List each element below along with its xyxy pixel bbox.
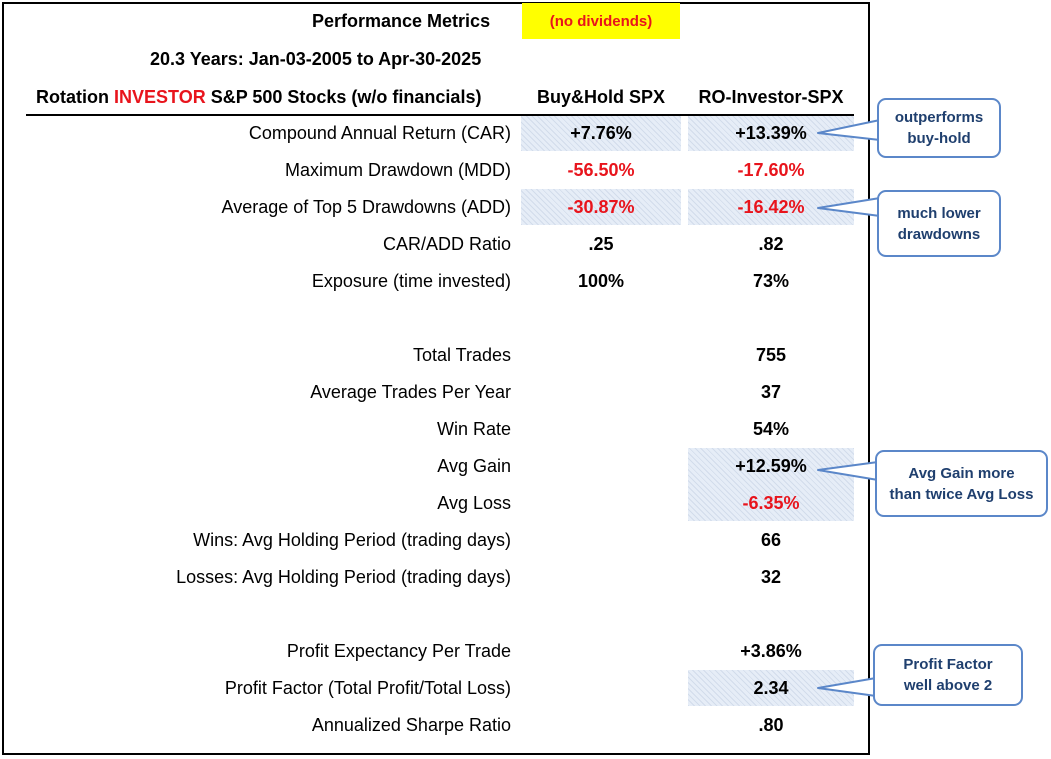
row-label-car-add: CAR/ADD Ratio [382, 234, 511, 254]
no-dividends-badge [522, 3, 680, 39]
row-label-car: Compound Annual Return (CAR) [248, 123, 511, 143]
value-losses-holding: 32 [760, 567, 782, 587]
highlight-add-buyhold [521, 189, 681, 225]
strategy-suffix: S&P 500 Stocks (w/o financials) [205, 87, 482, 107]
value-win-rate: 54% [752, 419, 790, 439]
value-total-trades: 755 [755, 345, 787, 365]
value-add-ro: -16.42% [737, 197, 805, 217]
callout-lower-drawdowns: much lower drawdowns [877, 190, 1001, 257]
row-label-losses-holding: Losses: Avg Holding Period (trading days… [176, 567, 511, 587]
value-profit-factor: 2.34 [753, 678, 789, 698]
strategy-heading: Rotation INVESTOR S&P 500 Stocks (w/o fi… [36, 86, 481, 108]
value-car-add-buyhold: .25 [588, 234, 614, 254]
row-label-total-trades: Total Trades [412, 345, 511, 365]
row-label-profit-factor: Profit Factor (Total Profit/Total Loss) [224, 678, 511, 698]
callout-pf-line1: Profit Factor [903, 656, 993, 673]
value-car-buyhold: +7.76% [570, 123, 632, 143]
period-label: 20.3 Years: Jan-03-2005 to Apr-30-2025 [150, 49, 482, 69]
row-label-trades-per-year: Average Trades Per Year [310, 382, 511, 402]
value-avg-loss: -6.35% [742, 493, 800, 513]
row-label-sharpe: Annualized Sharpe Ratio [311, 715, 511, 735]
row-label-expectancy: Profit Expectancy Per Trade [286, 641, 511, 661]
table-frame [2, 2, 870, 755]
callout-outperforms-line2: buy-hold [907, 130, 971, 147]
column-header-ro-investor: RO-Investor-SPX [698, 87, 844, 107]
value-add-buyhold: -30.87% [567, 197, 635, 217]
row-label-win-rate: Win Rate [436, 419, 511, 439]
callout-drawdowns-line1: much lower [897, 204, 981, 222]
callout-avg-gain: Avg Gain more than twice Avg Loss [875, 450, 1048, 517]
callout-gain-line2: than twice Avg Loss [889, 485, 1034, 503]
highlight-car-buyhold [521, 115, 681, 151]
strategy-prefix: Rotation [36, 87, 114, 107]
callout-gain-line1: Avg Gain more [908, 464, 1015, 482]
value-mdd-buyhold: -56.50% [567, 160, 635, 180]
highlight-avg-gain-loss [688, 448, 854, 521]
value-avg-gain: +12.59% [735, 456, 807, 476]
value-trades-per-year: 37 [760, 382, 782, 402]
column-header-buyhold: Buy&Hold SPX [536, 87, 665, 107]
callout-drawdowns-line2: drawdowns [897, 225, 981, 243]
row-label-avg-gain: Avg Gain [437, 456, 511, 476]
value-exposure-buyhold: 100% [577, 271, 625, 291]
value-sharpe: .80 [758, 715, 784, 735]
callout-profit-factor: Profit Factor well above 2 [873, 644, 1023, 706]
row-label-wins-holding: Wins: Avg Holding Period (trading days) [193, 530, 511, 550]
value-expectancy: +3.86% [740, 641, 802, 661]
value-mdd-ro: -17.60% [737, 160, 805, 180]
callout-outperforms-line1: outperforms [894, 109, 984, 126]
value-car-add-ro: .82 [758, 234, 784, 254]
callout-outperforms: outperforms buy-hold [877, 98, 1001, 158]
row-label-add: Average of Top 5 Drawdowns (ADD) [221, 197, 511, 217]
page-title: Performance Metrics [312, 11, 491, 31]
row-label-avg-loss: Avg Loss [437, 493, 511, 513]
row-label-mdd: Maximum Drawdown (MDD) [284, 160, 511, 180]
header-rule [26, 114, 854, 116]
row-label-exposure: Exposure (time invested) [311, 271, 511, 291]
value-exposure-ro: 73% [752, 271, 790, 291]
callout-pf-line2: well above 2 [903, 677, 993, 694]
value-wins-holding: 66 [760, 530, 782, 550]
strategy-highlight: INVESTOR [114, 87, 206, 107]
value-car-ro: +13.39% [735, 123, 807, 143]
no-dividends-label: (no dividends) [549, 13, 653, 30]
